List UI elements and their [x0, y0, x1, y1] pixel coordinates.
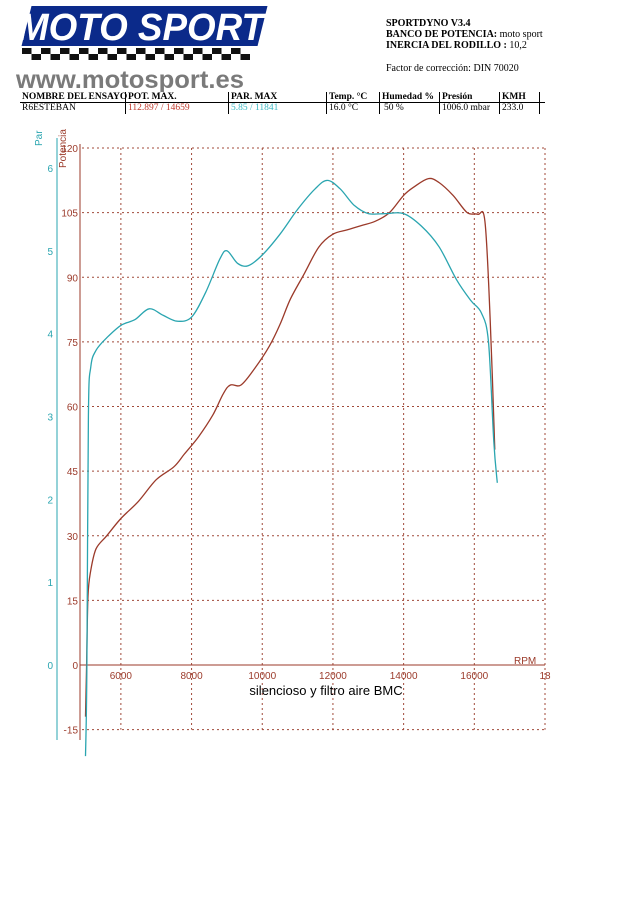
- inertia-value: 10,2: [509, 40, 527, 51]
- correction-value: DIN 70020: [473, 63, 519, 74]
- torque-tick-label: 2: [47, 495, 53, 506]
- x-tick-label: 6000: [110, 671, 133, 682]
- chart-curves: [84, 177, 498, 757]
- header-kmh: KMH: [502, 92, 526, 102]
- header-temperature: Temp. °C: [329, 92, 368, 102]
- power-tick-label: 75: [67, 338, 79, 349]
- chart-grid: [82, 147, 546, 731]
- power-axis-label: Potencia: [58, 129, 69, 168]
- header-power-max: POT. MAX.: [128, 92, 177, 102]
- torque-tick-label: 5: [47, 247, 53, 258]
- bench-label: BANCO DE POTENCIA:: [386, 29, 498, 40]
- torque-tick-label: 4: [47, 330, 53, 341]
- logo-text: MOTO SPORT: [18, 7, 267, 49]
- correction-row: Factor de corrección: DIN 70020: [386, 63, 543, 74]
- chart-axes: [56, 138, 545, 740]
- power-tick-label: -15: [64, 726, 79, 737]
- table-value-row: R6ESTEBAN 112.897 / 14659 5.85 / 11841 1…: [20, 103, 545, 114]
- bench-value: moto sport: [499, 29, 543, 40]
- power-tick-label: 45: [67, 467, 79, 478]
- inertia-row: INERCIA DEL RODILLO : 10,2: [386, 40, 543, 51]
- torque-curve: [84, 179, 498, 757]
- value-temperature: 16.0 °C: [329, 103, 359, 113]
- power-tick-label: 60: [67, 403, 79, 414]
- table-header-row: NOMBRE DEL ENSAYO POT. MAX. PAR. MAX Tem…: [20, 92, 545, 103]
- torque-tick-label: 1: [47, 578, 53, 589]
- x-tick-label: 18: [539, 671, 551, 682]
- website-text: www.motosport.es: [15, 66, 244, 92]
- header-pressure: Presión: [442, 92, 473, 102]
- software-version: SPORTDYNO V3.4: [386, 18, 471, 29]
- value-test-name: R6ESTEBAN: [22, 103, 76, 113]
- test-summary-table: NOMBRE DEL ENSAYO POT. MAX. PAR. MAX Tem…: [20, 92, 545, 114]
- value-humidity: 50 %: [384, 103, 404, 113]
- x-tick-label: 10000: [248, 671, 276, 682]
- bench-row: BANCO DE POTENCIA: moto sport: [386, 29, 543, 40]
- power-tick-label: 0: [72, 661, 78, 672]
- checkered-strip: [22, 48, 250, 60]
- moto-sport-logo: MOTO SPORT www.motosport.es: [15, 6, 268, 92]
- torque-tick-label: 3: [47, 413, 53, 424]
- x-tick-label: 16000: [460, 671, 488, 682]
- chart-annotation: silencioso y filtro aire BMC: [249, 683, 402, 698]
- value-kmh: 233.0: [502, 103, 524, 113]
- x-axis-label: RPM: [514, 656, 536, 667]
- power-curve: [84, 177, 496, 717]
- power-tick-label: 105: [61, 209, 78, 220]
- value-torque-max: 5.85 / 11841: [231, 103, 279, 113]
- header-humidity: Humedad %: [382, 92, 434, 102]
- inertia-label: INERCIA DEL RODILLO :: [386, 40, 507, 51]
- correction-label: Factor de corrección:: [386, 63, 471, 74]
- torque-tick-label: 6: [47, 164, 53, 175]
- x-tick-label: 8000: [180, 671, 203, 682]
- header-test-name: NOMBRE DEL ENSAYO: [22, 92, 128, 102]
- torque-tick-label: 0: [47, 661, 53, 672]
- value-pressure: 1006.0 mbar: [442, 103, 491, 113]
- power-tick-label: 90: [67, 273, 79, 284]
- value-power-max: 112.897 / 14659: [128, 103, 190, 113]
- power-tick-label: 120: [61, 144, 78, 155]
- power-tick-label: 30: [67, 532, 79, 543]
- header-torque-max: PAR. MAX: [231, 92, 278, 102]
- x-tick-label: 12000: [319, 671, 347, 682]
- power-tick-label: 15: [67, 596, 79, 607]
- table-divider: [20, 102, 545, 103]
- x-tick-label: 14000: [390, 671, 418, 682]
- dyno-info: SPORTDYNO V3.4 BANCO DE POTENCIA: moto s…: [386, 18, 543, 74]
- torque-axis-label: Par: [34, 130, 45, 146]
